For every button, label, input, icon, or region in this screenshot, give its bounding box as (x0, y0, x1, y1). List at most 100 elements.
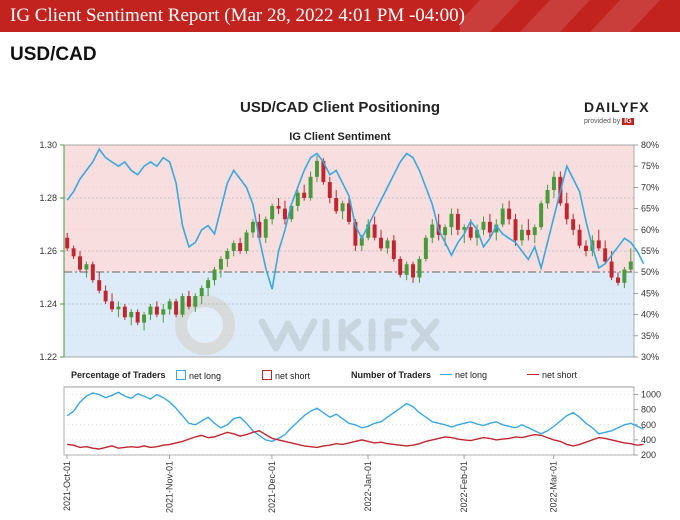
brand-tag-text: provided by (584, 118, 621, 125)
candle-body (199, 288, 204, 297)
sentiment-axis: 80% 75% 70% 65% 60% 55% 50% 45% 40% 35% 30% (634, 140, 659, 362)
chart-subtitle: IG Client Sentiment (289, 131, 391, 143)
net-long-box-swatch (176, 370, 186, 380)
candle-body (616, 277, 620, 283)
candle-body (110, 301, 115, 310)
sentiment-tick-label: 60% (641, 225, 659, 235)
candle-body (180, 296, 185, 315)
price-tick-label: 1.22 (39, 352, 57, 362)
price-tick-label: 1.28 (39, 193, 57, 203)
candle-body (539, 203, 544, 228)
watermark (175, 295, 440, 355)
candle-body (577, 229, 582, 246)
candle-body (462, 227, 467, 230)
sentiment-tick-label: 55% (641, 246, 659, 256)
candle-body (238, 243, 243, 251)
brand-name: DAILYFX (584, 99, 650, 115)
net-short-count-line (67, 430, 644, 450)
candle-body (417, 258, 422, 278)
report-title: IG Client Sentiment Report (Mar 28, 2022… (10, 5, 465, 26)
net-long-count-line (66, 391, 644, 443)
chart-title: USD/CAD Client Positioning (240, 99, 440, 116)
candle-body (385, 240, 390, 249)
candle-body (244, 232, 249, 251)
candle-body (411, 264, 416, 278)
lower-grid-lines (64, 394, 634, 456)
candle-body (212, 269, 217, 281)
candle-body (596, 240, 601, 249)
candle-body (443, 227, 448, 236)
candle-body (122, 306, 127, 318)
legend-pct-long-label: net long (189, 371, 222, 381)
candle-body (314, 160, 319, 177)
legend-pct-short-label: net short (275, 371, 311, 381)
candle-body (174, 301, 179, 315)
header-pattern (460, 0, 660, 32)
candle-body (225, 251, 230, 259)
watermark-emblem (175, 295, 235, 355)
candle-body (193, 296, 198, 307)
price-tick-label: 1.30 (39, 140, 57, 150)
candle-body (423, 237, 428, 259)
candle-body (513, 219, 518, 241)
candle-body (347, 203, 351, 222)
candle-body (289, 205, 294, 220)
price-tick-label: 1.24 (39, 299, 57, 309)
candle-body (250, 221, 255, 233)
candle-body (302, 192, 307, 198)
candle-body (148, 306, 153, 315)
sentiment-tick-label: 75% (641, 161, 659, 171)
legend-num-short-label: net short (542, 370, 578, 380)
candle-body (97, 280, 102, 291)
candle-body (257, 221, 262, 238)
candle-body (379, 237, 384, 249)
candle-body (500, 208, 505, 225)
candle-body (571, 219, 576, 230)
candle-body (308, 176, 313, 198)
candle-body (161, 309, 166, 315)
legend-number: Number of Traders (351, 370, 431, 384)
candle-body (167, 301, 172, 310)
candle-body (507, 208, 512, 220)
sentiment-tick-label: 40% (641, 310, 659, 320)
candle-body (359, 237, 364, 246)
date-tick-label: 2022-Feb-01 (459, 461, 469, 513)
sentiment-tick-label: 65% (641, 204, 659, 214)
price-axis: 1.30 1.28 1.26 1.24 1.22 (39, 140, 65, 362)
candle-body (340, 203, 345, 212)
candle-body (90, 264, 95, 281)
count-tick-label: 1000 (641, 390, 661, 400)
legend-num-short: net short (527, 370, 577, 384)
date-tick-label: 2022-Mar-01 (549, 461, 559, 513)
candle-body (628, 261, 633, 270)
candle-body (372, 224, 377, 238)
candle-body (532, 227, 537, 236)
sentiment-tick-label: 45% (641, 288, 659, 298)
candle-body (142, 314, 147, 323)
net-long-line-swatch (440, 374, 452, 375)
candle-body (430, 224, 435, 238)
legend-pct-short: net short (262, 370, 310, 384)
candle-body (129, 311, 134, 318)
count-tick-label: 800 (641, 405, 656, 415)
price-panel: 1.30 1.28 1.26 1.24 1.22 80% 75% 70% 65% 60% 55% 5… (39, 140, 659, 362)
legend-num-heading: Number of Traders (351, 370, 432, 380)
candle-body (353, 221, 358, 246)
sentiment-tick-label: 30% (641, 352, 659, 362)
sentiment-tick-label: 80% (641, 140, 659, 150)
candle-body (231, 243, 236, 251)
candle-body (206, 280, 211, 289)
candle-body (622, 269, 627, 283)
watermark-emblem-inner (187, 307, 223, 343)
candle-body (276, 205, 281, 209)
candle-body (545, 190, 550, 204)
candle-body (603, 248, 608, 262)
pair-title: USD/CAD (10, 44, 97, 65)
candle-body (186, 296, 191, 307)
net-short-line-swatch (527, 374, 539, 375)
candle-body (334, 198, 339, 212)
candle-body (583, 245, 588, 251)
candle-body (391, 240, 396, 259)
legend-percentage: Percentage of Traders (71, 370, 166, 384)
